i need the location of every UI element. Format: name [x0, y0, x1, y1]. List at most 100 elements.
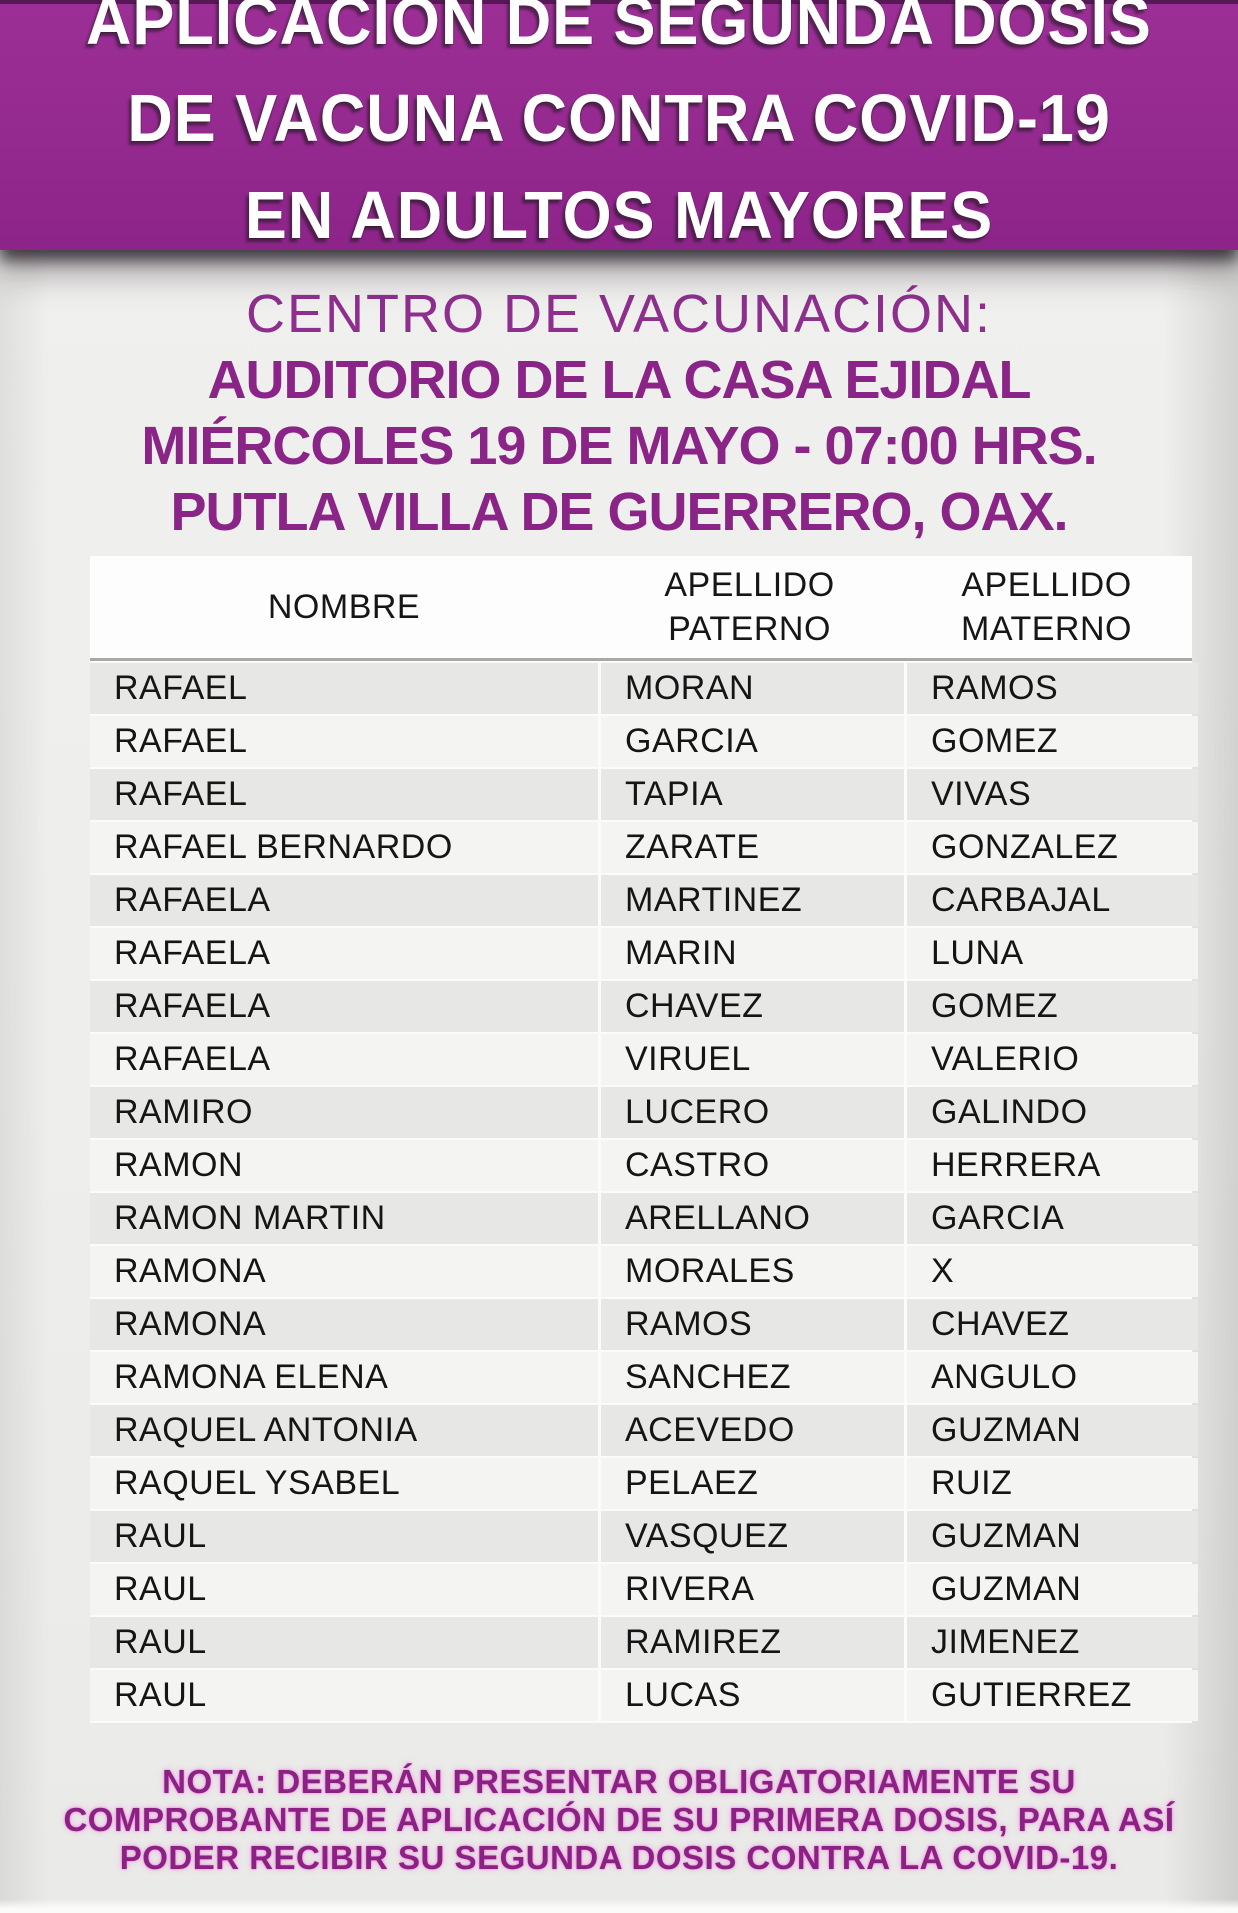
table-row: RAMONA ELENA SANCHEZ ANGULO — [90, 1352, 1198, 1405]
cell-materno: ANGULO — [931, 1358, 1078, 1396]
table-row: RAFAELA CHAVEZ GOMEZ — [90, 981, 1198, 1034]
cell-nombre: RAFAEL — [114, 775, 248, 813]
cell-paterno: MARTINEZ — [625, 881, 803, 919]
table-row: RAUL VASQUEZ GUZMAN — [90, 1511, 1198, 1564]
cell-paterno: ZARATE — [625, 828, 760, 866]
cell-materno: JIMENEZ — [931, 1623, 1080, 1661]
table-header-row: NOMBRE APELLIDO PATERNO APELLIDO MATERNO — [90, 556, 1192, 658]
cell-materno: HERRERA — [931, 1146, 1101, 1184]
cell-materno: LUNA — [931, 934, 1024, 972]
table-row: RAFAEL BERNARDO ZARATE GONZALEZ — [90, 822, 1198, 875]
cell-paterno: GARCIA — [625, 722, 759, 760]
cell-materno: GUZMAN — [931, 1411, 1082, 1449]
table-row: RAMIRO LUCERO GALINDO — [90, 1087, 1198, 1140]
header-apellido-materno: APELLIDO MATERNO — [901, 556, 1192, 658]
cell-nombre: RAMON — [114, 1146, 244, 1184]
cell-materno: GUZMAN — [931, 1517, 1082, 1555]
banner-text-1: APLICACIÓN DE SEGUNDA DOSIS — [86, 0, 1152, 59]
note-line-1: NOTA: DEBERÁN PRESENTAR OBLIGATORIAMENTE… — [162, 1763, 1076, 1800]
cell-nombre: RAQUEL ANTONIA — [114, 1411, 418, 1449]
table-row: RAMON MARTIN ARELLANO GARCIA — [90, 1193, 1198, 1246]
cell-materno: GUTIERREZ — [931, 1676, 1132, 1714]
venue-place: AUDITORIO DE LA CASA EJIDAL — [207, 350, 1031, 410]
bottom-light-strip — [0, 1899, 1238, 1913]
cell-nombre: RAMONA — [114, 1252, 267, 1290]
cell-materno: CHAVEZ — [931, 1305, 1070, 1343]
note-line-3: PODER RECIBIR SU SEGUNDA DOSIS CONTRA LA… — [119, 1839, 1119, 1876]
cell-materno: X — [931, 1252, 955, 1290]
cell-nombre: RAMONA — [114, 1305, 267, 1343]
cell-paterno: CASTRO — [625, 1146, 770, 1184]
note-line-2: COMPROBANTE DE APLICACIÓN DE SU PRIMERA … — [63, 1801, 1175, 1838]
cell-materno: GONZALEZ — [931, 828, 1119, 866]
venue-label: CENTRO DE VACUNACIÓN: — [245, 284, 993, 344]
table-row: RAFAELA MARIN LUNA — [90, 928, 1198, 981]
cell-nombre: RAFAELA — [114, 987, 271, 1025]
cell-nombre: RAMIRO — [114, 1093, 253, 1131]
banner-line-1: APLICACIÓN DE SEGUNDA DOSIS — [0, 0, 1238, 79]
cell-paterno: ACEVEDO — [625, 1411, 795, 1449]
cell-paterno: PELAEZ — [625, 1464, 759, 1502]
cell-nombre: RAQUEL YSABEL — [114, 1464, 401, 1502]
cell-paterno: MORALES — [625, 1252, 795, 1290]
cell-paterno: SANCHEZ — [625, 1358, 791, 1396]
table-row: RAFAEL GARCIA GOMEZ — [90, 716, 1198, 769]
cell-materno: VIVAS — [931, 775, 1032, 813]
cell-nombre: RAUL — [114, 1623, 207, 1661]
table-row: RAMONA RAMOS CHAVEZ — [90, 1299, 1198, 1352]
cell-paterno: RIVERA — [625, 1570, 755, 1608]
table-row: RAMONA MORALES X — [90, 1246, 1198, 1299]
banner-text-2: DE VACUNA CONTRA COVID-19 — [127, 80, 1111, 156]
cell-materno: GOMEZ — [931, 722, 1059, 760]
venue-block: CENTRO DE VACUNACIÓN: AUDITORIO DE LA CA… — [0, 281, 1238, 545]
header-nombre: NOMBRE — [90, 556, 598, 658]
table-row: RAFAELA VIRUEL VALERIO — [90, 1034, 1198, 1087]
cell-materno: GALINDO — [931, 1093, 1088, 1131]
banner-line-2: DE VACUNA CONTRA COVID-19 — [0, 79, 1238, 176]
table-row: RAMON CASTRO HERRERA — [90, 1140, 1198, 1193]
cell-materno: GARCIA — [931, 1199, 1065, 1237]
table-row: RAUL RAMIREZ JIMENEZ — [90, 1617, 1198, 1670]
table-row: RAUL RIVERA GUZMAN — [90, 1564, 1198, 1617]
cell-nombre: RAUL — [114, 1517, 207, 1555]
cell-materno: GOMEZ — [931, 987, 1059, 1025]
header-nombre-label: NOMBRE — [267, 588, 421, 626]
banner-line-3: EN ADULTOS MAYORES — [0, 176, 1238, 273]
cell-nombre: RAFAELA — [114, 934, 271, 972]
footer-note: NOTA: DEBERÁN PRESENTAR OBLIGATORIAMENTE… — [0, 1763, 1238, 1877]
header-apellido-paterno: APELLIDO PATERNO — [598, 556, 901, 658]
header-paterno-label: APELLIDO PATERNO — [664, 566, 835, 648]
cell-paterno: LUCERO — [625, 1093, 770, 1131]
cell-nombre: RAFAELA — [114, 1040, 271, 1078]
venue-datetime: MIÉRCOLES 19 DE MAYO - 07:00 HRS. — [141, 416, 1097, 476]
cell-materno: CARBAJAL — [931, 881, 1111, 919]
venue-city: PUTLA VILLA DE GUERRERO, OAX. — [170, 482, 1068, 542]
table-row: RAQUEL ANTONIA ACEVEDO GUZMAN — [90, 1405, 1198, 1458]
cell-nombre: RAUL — [114, 1570, 207, 1608]
cell-paterno: CHAVEZ — [625, 987, 764, 1025]
cell-paterno: RAMIREZ — [625, 1623, 782, 1661]
names-table: NOMBRE APELLIDO PATERNO APELLIDO MATERNO… — [90, 556, 1198, 1723]
cell-nombre: RAFAEL — [114, 722, 248, 760]
banner-text-3: EN ADULTOS MAYORES — [244, 177, 994, 253]
cell-nombre: RAFAEL — [114, 669, 248, 707]
cell-nombre: RAUL — [114, 1676, 207, 1714]
cell-materno: RAMOS — [931, 669, 1059, 707]
table-row: RAFAEL TAPIA VIVAS — [90, 769, 1198, 822]
cell-paterno: MORAN — [625, 669, 755, 707]
cell-nombre: RAMONA ELENA — [114, 1358, 389, 1396]
table-row: RAFAELA MARTINEZ CARBAJAL — [90, 875, 1198, 928]
cell-materno: RUIZ — [931, 1464, 1013, 1502]
cell-paterno: TAPIA — [625, 775, 724, 813]
header-separator — [90, 658, 1192, 663]
cell-nombre: RAFAELA — [114, 881, 271, 919]
table-row: RAUL LUCAS GUTIERREZ — [90, 1670, 1198, 1723]
table-row: RAFAEL MORAN RAMOS — [90, 663, 1198, 716]
cell-paterno: RAMOS — [625, 1305, 753, 1343]
cell-nombre: RAMON MARTIN — [114, 1199, 386, 1237]
cell-paterno: ARELLANO — [625, 1199, 811, 1237]
cell-materno: VALERIO — [931, 1040, 1080, 1078]
table-row: RAQUEL YSABEL PELAEZ RUIZ — [90, 1458, 1198, 1511]
cell-paterno: MARIN — [625, 934, 738, 972]
